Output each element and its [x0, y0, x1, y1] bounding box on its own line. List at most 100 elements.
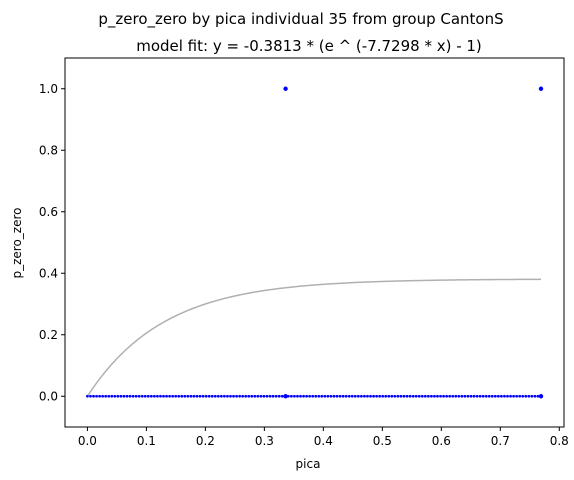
- data-point: [177, 394, 181, 398]
- plot-area: [64, 57, 565, 428]
- data-point: [274, 394, 278, 398]
- y-tick-label: 1.0: [39, 82, 58, 96]
- y-tick-label: 0.8: [39, 143, 58, 157]
- x-tick-label: 0.5: [373, 434, 392, 448]
- data-point: [244, 394, 248, 398]
- data-point: [341, 394, 345, 398]
- data-point: [165, 394, 168, 398]
- x-tick-label: 0.2: [196, 434, 215, 448]
- data-point: [293, 394, 296, 398]
- data-point: [247, 394, 251, 398]
- chart-subtitle: model fit: y = -0.3813 * (e ^ (-7.7298 *…: [136, 37, 482, 55]
- x-tick-label: 0.3: [255, 434, 274, 448]
- data-point: [420, 394, 424, 398]
- data-point: [280, 394, 284, 398]
- x-axis-ticks: 0.0 0.1 0.2 0.3 0.4 0.5 0.6 0.7 0.8: [78, 427, 569, 448]
- data-point: [283, 86, 288, 91]
- data-point: [232, 394, 235, 398]
- data-point: [469, 394, 473, 398]
- data-point: [530, 394, 534, 398]
- data-point: [344, 394, 348, 398]
- data-point: [417, 394, 421, 398]
- data-point: [101, 394, 105, 398]
- data-point: [262, 394, 266, 398]
- data-point: [475, 394, 479, 398]
- data-point: [335, 394, 339, 398]
- data-point: [363, 394, 366, 398]
- data-point: [186, 394, 190, 398]
- data-point: [426, 394, 430, 398]
- data-point: [448, 394, 452, 398]
- data-point: [439, 394, 442, 398]
- data-point: [399, 394, 403, 398]
- data-point: [411, 394, 415, 398]
- data-point: [515, 394, 519, 398]
- data-point: [89, 394, 92, 398]
- data-point: [466, 394, 470, 398]
- data-point: [128, 394, 132, 398]
- data-point: [159, 394, 162, 398]
- data-point: [183, 394, 187, 398]
- data-point: [180, 394, 184, 398]
- data-point: [171, 394, 175, 398]
- data-point: [350, 394, 354, 398]
- data-point: [289, 394, 293, 398]
- data-point: [174, 394, 178, 398]
- data-point: [308, 394, 312, 398]
- data-point: [207, 394, 211, 398]
- data-point: [490, 394, 494, 398]
- y-tick-label: 0.6: [39, 205, 58, 219]
- data-point: [125, 394, 129, 398]
- data-point: [201, 394, 205, 398]
- data-point: [265, 394, 269, 398]
- data-point: [536, 394, 540, 398]
- data-point: [226, 394, 229, 398]
- data-point: [408, 394, 412, 398]
- y-tick-label: 0.4: [39, 266, 58, 280]
- data-point: [521, 394, 525, 398]
- data-point: [146, 394, 150, 398]
- data-point: [98, 394, 101, 398]
- data-point: [149, 394, 153, 398]
- data-point: [332, 394, 336, 398]
- data-point: [213, 394, 217, 398]
- data-point: [204, 394, 208, 398]
- data-point: [496, 394, 500, 398]
- data-point: [271, 394, 275, 398]
- data-point: [430, 394, 433, 398]
- data-point: [277, 394, 281, 398]
- data-point: [451, 394, 455, 398]
- data-point: [210, 394, 214, 398]
- data-point: [116, 394, 120, 398]
- data-point: [538, 86, 544, 91]
- data-point: [104, 394, 108, 398]
- data-point: [393, 394, 397, 398]
- data-point: [238, 394, 242, 398]
- data-point: [402, 394, 406, 398]
- data-point: [250, 394, 254, 398]
- data-point: [433, 394, 436, 398]
- data-point: [512, 394, 515, 398]
- data-point: [460, 394, 464, 398]
- data-point: [329, 394, 333, 398]
- data-point: [387, 394, 391, 398]
- data-point: [314, 394, 318, 398]
- data-point: [347, 394, 351, 398]
- data-point: [372, 394, 375, 398]
- data-point: [122, 394, 126, 398]
- data-point: [134, 394, 138, 398]
- data-point: [162, 394, 165, 398]
- data-point: [478, 394, 482, 398]
- data-point: [454, 394, 458, 398]
- data-point: [241, 394, 245, 398]
- x-axis-label: pica: [296, 457, 321, 471]
- data-point: [506, 394, 509, 398]
- data-point: [359, 394, 363, 398]
- data-point: [375, 394, 379, 398]
- data-point: [326, 394, 330, 398]
- data-point: [414, 394, 418, 398]
- data-point: [472, 394, 476, 398]
- data-point: [484, 394, 488, 398]
- y-axis-ticks: 0.0 0.2 0.4 0.6 0.8 1.0: [39, 82, 65, 403]
